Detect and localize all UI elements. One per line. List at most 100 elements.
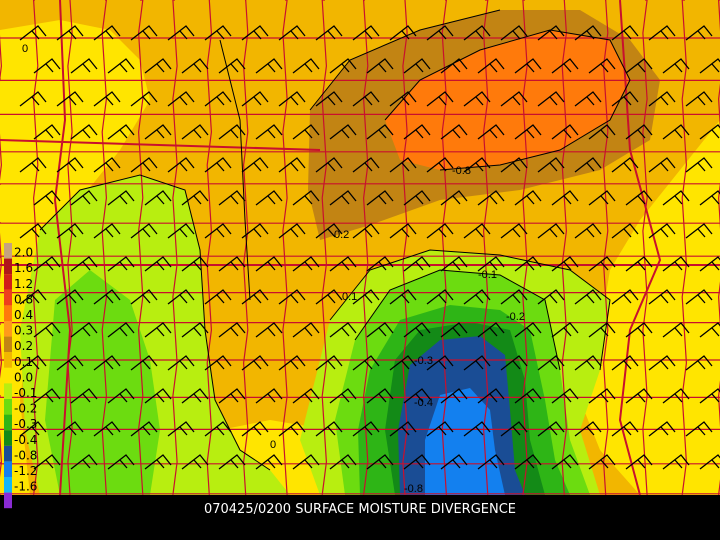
legend-label: -0.3 — [14, 417, 37, 431]
wind-barb — [107, 322, 135, 338]
wind-barb — [551, 388, 579, 404]
wind-barb — [588, 124, 616, 140]
wind-barb — [181, 124, 209, 140]
wind-barb — [33, 454, 61, 470]
wind-barb — [699, 322, 720, 338]
wind-barb — [241, 25, 269, 41]
wind-barb — [352, 25, 380, 41]
wind-barb — [19, 91, 47, 107]
wind-barb — [107, 58, 135, 74]
wind-barb — [278, 289, 306, 305]
wind-barb — [107, 388, 135, 404]
wind-barb — [366, 58, 394, 74]
wind-barb — [56, 157, 84, 173]
wind-barb — [500, 289, 528, 305]
contour-label-group: 0 -0.8 0.2 -0.1 0.1 -0.2 -0.3 -0.4 0 -0.… — [22, 43, 525, 495]
wind-barb — [33, 190, 61, 206]
legend-label: 0.3 — [14, 324, 33, 338]
wind-barb — [403, 256, 431, 272]
wind-barb — [33, 388, 61, 404]
contour-label: 0.1 — [342, 291, 357, 303]
wind-barb — [218, 256, 246, 272]
wind-barb — [648, 355, 676, 371]
wind-barb — [107, 454, 135, 470]
wind-barb-field — [19, 25, 720, 470]
wind-barb — [181, 190, 209, 206]
wind-barb — [611, 223, 639, 239]
contour-label: 0 — [270, 439, 276, 451]
wind-barb — [167, 157, 195, 173]
wind-barb — [685, 289, 713, 305]
legend-swatch — [4, 258, 12, 275]
wind-barb — [255, 388, 283, 404]
legend-swatch — [4, 461, 12, 477]
contour-label: -0.3 — [414, 355, 433, 367]
wind-barb — [699, 190, 720, 206]
wind-barb — [181, 388, 209, 404]
legend-swatch — [4, 336, 12, 353]
wind-barb — [574, 421, 602, 437]
wind-barb — [93, 355, 121, 371]
wind-barb — [403, 58, 431, 74]
wind-barb — [218, 124, 246, 140]
wind-barb — [514, 454, 542, 470]
wind-barb — [144, 190, 172, 206]
wind-barb — [440, 124, 468, 140]
wind-barb — [144, 256, 172, 272]
wind-barb — [329, 322, 357, 338]
wind-barb — [93, 223, 121, 239]
wind-barb — [611, 91, 639, 107]
wind-barb — [204, 91, 232, 107]
wind-barb — [278, 421, 306, 437]
wind-barb — [574, 91, 602, 107]
wind-barb — [699, 256, 720, 272]
wind-barb — [551, 322, 579, 338]
wind-barb — [241, 421, 269, 437]
wind-barb — [278, 25, 306, 41]
wind-barb — [477, 256, 505, 272]
wind-barb — [130, 421, 158, 437]
wind-barb — [514, 190, 542, 206]
wind-barb — [403, 322, 431, 338]
legend-swatch — [4, 305, 12, 321]
wind-barb — [241, 355, 269, 371]
wind-barb — [33, 58, 61, 74]
wind-barb — [440, 256, 468, 272]
wind-barb — [648, 223, 676, 239]
wind-barb — [403, 124, 431, 140]
wind-barb — [440, 190, 468, 206]
legend-label: -1.6 — [14, 480, 37, 494]
wind-barb — [366, 256, 394, 272]
legend-swatch — [4, 367, 12, 384]
wind-barb — [500, 421, 528, 437]
wind-barb — [292, 322, 320, 338]
wind-barb — [278, 355, 306, 371]
wind-barb — [204, 223, 232, 239]
wind-barb — [19, 355, 47, 371]
wind-barb — [366, 454, 394, 470]
wind-barb — [574, 25, 602, 41]
wind-barb — [625, 124, 653, 140]
wind-barb — [514, 256, 542, 272]
wind-barb — [329, 190, 357, 206]
wind-barb — [463, 421, 491, 437]
wind-barb — [426, 157, 454, 173]
wind-barb — [241, 91, 269, 107]
wind-barb — [426, 289, 454, 305]
wind-barb — [70, 190, 98, 206]
wind-barb — [70, 58, 98, 74]
wind-barb — [537, 289, 565, 305]
wind-barb — [537, 157, 565, 173]
wind-barb — [574, 157, 602, 173]
wind-barb — [426, 25, 454, 41]
wind-barb — [352, 289, 380, 305]
wind-barb — [611, 355, 639, 371]
wind-barb — [699, 58, 720, 74]
wind-barb — [181, 322, 209, 338]
wind-barb — [500, 91, 528, 107]
wind-barb — [588, 190, 616, 206]
wind-barb — [426, 223, 454, 239]
wind-barb — [648, 91, 676, 107]
wind-barb — [440, 454, 468, 470]
wind-barb — [315, 91, 343, 107]
